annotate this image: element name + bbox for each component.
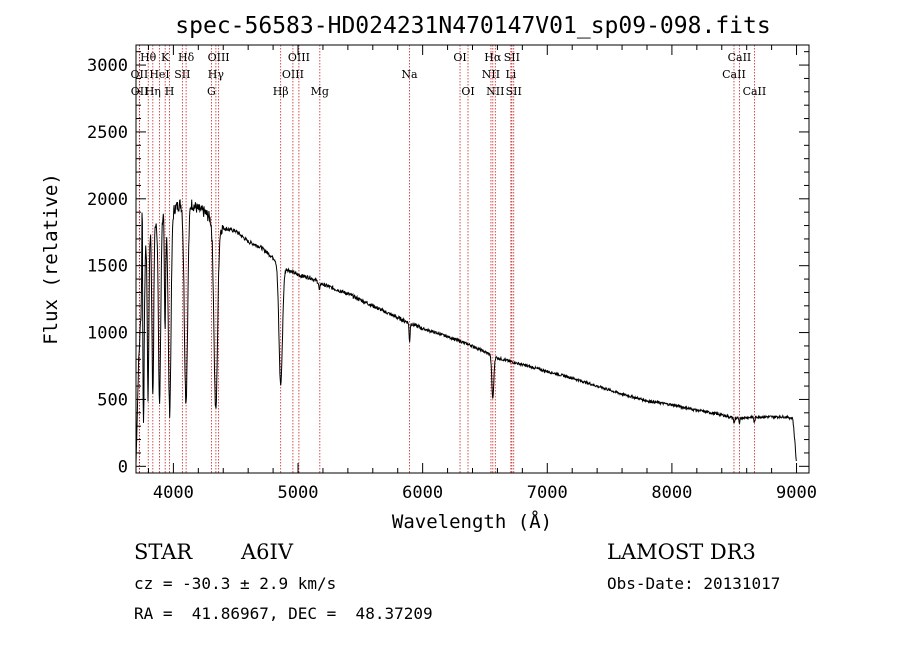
spectral-line-label: Hθ (140, 51, 157, 64)
axis-ticks (136, 45, 809, 473)
spectral-line-label: Na (401, 68, 418, 81)
spectral-line-label: Li (505, 68, 516, 81)
spectral-line-label: HeI (149, 68, 169, 81)
spectral-line-label: G (207, 85, 216, 98)
x-tick-label: 6000 (402, 483, 443, 503)
spectral-line-label: OIII (282, 68, 304, 81)
spectral-line-label: OII (131, 68, 149, 81)
y-tick-label: 0 (118, 457, 128, 477)
spectral-line-label: OI (453, 51, 466, 64)
spectral-line-label: Hδ (178, 51, 195, 64)
x-tick-label: 9000 (776, 483, 817, 503)
coordinates: RA = 41.86967, DEC = 48.37209 (134, 604, 433, 623)
axis-tick-labels: 4000 5000 6000 7000 8000 9000 0 500 1000 1500 2000… (87, 56, 817, 503)
spectrum-line (135, 199, 797, 464)
spectral-line-label: OIII (208, 51, 230, 64)
y-tick-label: 2000 (87, 190, 128, 210)
spectral-line-label: NII (486, 85, 504, 98)
spectral-line-label: Hα (484, 51, 502, 64)
spectral-line-label: Mg (311, 85, 329, 98)
spectral-line-label: NII (482, 68, 500, 81)
spectral-line-label: OI (461, 85, 474, 98)
spectral-line-label: SII (506, 85, 522, 98)
x-axis-label: Wavelength (Å) (392, 510, 552, 533)
obs-date: Obs-Date: 20131017 (607, 574, 781, 593)
spectral-line-label: SII (174, 68, 190, 81)
y-tick-label: 500 (97, 390, 128, 410)
y-tick-label: 1500 (87, 257, 128, 277)
redshift-text: cz = -30.3 ± 2.9 km/s (134, 574, 337, 593)
x-tick-label: 5000 (278, 483, 319, 503)
spectral-line-label: SII (504, 51, 520, 64)
y-tick-label: 1000 (87, 324, 128, 344)
x-tick-label: 7000 (527, 483, 568, 503)
y-tick-label: 2500 (87, 123, 128, 143)
spectral-line-label: CaII (743, 85, 767, 98)
object-class: STAR (134, 540, 193, 564)
spectral-line-label: CaII (728, 51, 752, 64)
spectral-line-label: Hη (145, 85, 161, 98)
x-tick-label: 4000 (153, 483, 194, 503)
subclass: A6IV (241, 540, 293, 564)
y-axis-label: Flux (relative) (40, 173, 62, 345)
spectral-line-label: OIII (288, 51, 310, 64)
chart-title: spec-56583-HD024231N470147V01_sp09-098.f… (175, 13, 770, 39)
spectral-line-markers (138, 45, 755, 473)
spectral-line-label: K (161, 51, 170, 64)
y-tick-label: 3000 (87, 56, 128, 76)
spectral-line-label: CaII (722, 68, 746, 81)
survey-name: LAMOST DR3 (607, 540, 756, 564)
plot-frame (135, 44, 810, 474)
spectral-line-label: H (165, 85, 175, 98)
spectral-line-label: Hγ (208, 68, 225, 81)
spectral-line-label: Hβ (273, 85, 289, 98)
x-tick-label: 8000 (651, 483, 692, 503)
